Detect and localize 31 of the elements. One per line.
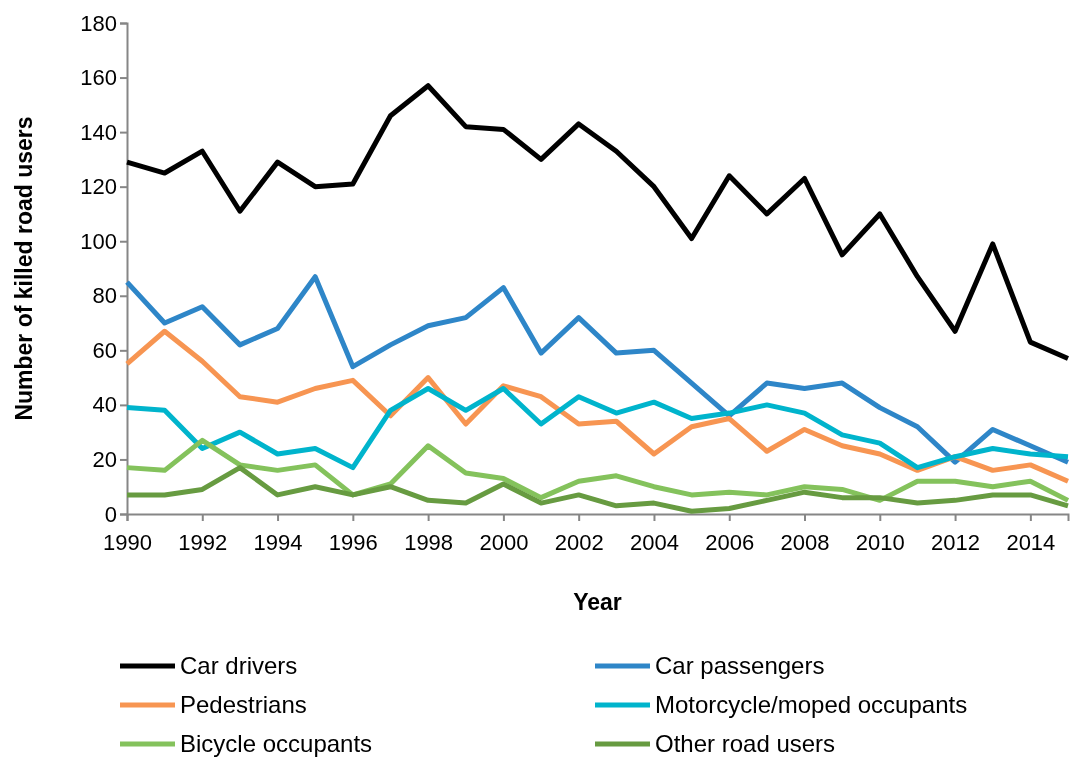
x-tick-label: 2012 xyxy=(931,530,981,556)
x-tick-label: 1992 xyxy=(178,530,228,556)
y-tick-label: 100 xyxy=(80,228,117,254)
x-tick-label: 1996 xyxy=(328,530,378,556)
y-tick-label: 120 xyxy=(80,174,117,200)
x-tick-label: 1994 xyxy=(253,530,303,556)
y-tick-label: 40 xyxy=(92,392,117,418)
y-tick-label: 20 xyxy=(92,446,117,472)
legend-label: Bicycle occupants xyxy=(180,730,373,758)
y-tick-label: 80 xyxy=(92,283,117,309)
x-tick-label: 2000 xyxy=(479,530,529,556)
legend-label: Car passengers xyxy=(655,652,825,680)
legend-label: Pedestrians xyxy=(180,691,307,719)
x-tick-label: 2004 xyxy=(629,530,679,556)
y-axis-title: Number of killed road users xyxy=(11,116,37,421)
legend-label: Motorcycle/moped occupants xyxy=(655,691,968,719)
y-tick-label: 180 xyxy=(80,10,117,36)
x-tick-label: 2010 xyxy=(855,530,905,556)
y-tick-label: 60 xyxy=(92,337,117,363)
legend-label: Car drivers xyxy=(180,652,298,680)
x-tick-label: 2002 xyxy=(554,530,604,556)
y-tick-label: 160 xyxy=(80,65,117,91)
x-tick-label: 1998 xyxy=(404,530,454,556)
x-tick-label: 2008 xyxy=(780,530,830,556)
x-tick-label: 1990 xyxy=(103,530,152,556)
x-tick-label: 2006 xyxy=(705,530,755,556)
y-tick-label: 140 xyxy=(80,119,117,145)
x-tick-label: 2014 xyxy=(1006,530,1056,556)
y-tick-label: 0 xyxy=(104,501,117,527)
legend-label: Other road users xyxy=(655,730,836,758)
x-axis-title: Year xyxy=(573,589,622,615)
